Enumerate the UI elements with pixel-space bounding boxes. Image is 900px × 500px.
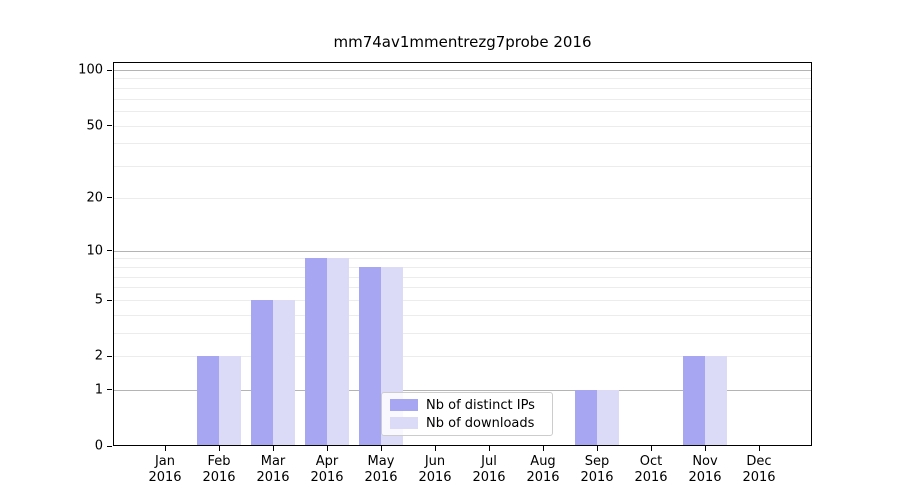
- bar-mar-downloads: [273, 300, 295, 445]
- legend: Nb of distinct IPs Nb of downloads: [381, 392, 553, 436]
- x-tick-may: [381, 446, 382, 451]
- x-tick-label-may: May 2016: [364, 454, 398, 485]
- bar-mar-distinct-ips: [251, 300, 273, 445]
- bar-nov-downloads: [705, 356, 727, 445]
- x-tick-label-sep: Sep 2016: [580, 454, 614, 485]
- x-tick-dec: [759, 446, 760, 451]
- legend-item-distinct-ips: Nb of distinct IPs: [390, 398, 544, 413]
- gridline-50: [114, 125, 811, 127]
- gridline-7: [114, 276, 811, 278]
- y-tick-0: [107, 445, 112, 447]
- x-tick-nov: [705, 446, 706, 451]
- bar-feb-downloads: [219, 356, 241, 445]
- x-tick-label-aug: Aug 2016: [526, 454, 560, 485]
- y-tick-label-5: 5: [94, 292, 103, 308]
- x-tick-label-jun: Jun 2016: [418, 454, 452, 485]
- x-tick-label-jan: Jan 2016: [148, 454, 182, 485]
- x-tick-label-nov: Nov 2016: [688, 454, 722, 485]
- x-tick-label-mar: Mar 2016: [256, 454, 290, 485]
- x-tick-label-jul: Jul 2016: [472, 454, 506, 485]
- gridline-20: [114, 197, 811, 199]
- bar-apr-distinct-ips: [305, 258, 327, 445]
- bar-may-distinct-ips: [359, 266, 381, 445]
- legend-item-downloads: Nb of downloads: [390, 416, 544, 431]
- x-tick-jul: [489, 446, 490, 451]
- gridline-100: [114, 70, 811, 71]
- x-tick-label-apr: Apr 2016: [310, 454, 344, 485]
- y-tick-5: [107, 299, 112, 301]
- bar-apr-downloads: [327, 258, 349, 445]
- x-tick-jan: [165, 446, 166, 451]
- y-tick-2: [107, 355, 112, 357]
- y-tick-label-1: 1: [94, 382, 103, 398]
- gridline-40: [114, 143, 811, 145]
- x-tick-label-oct: Oct 2016: [634, 454, 668, 485]
- gridline-3: [114, 333, 811, 335]
- gridline-1: [114, 389, 811, 391]
- bar-sep-downloads: [597, 389, 619, 445]
- chart-title: mm74av1mmentrezg7probe 2016: [333, 33, 592, 51]
- y-tick-20: [107, 197, 112, 199]
- y-tick-50: [107, 125, 112, 127]
- x-tick-label-dec: Dec 2016: [742, 454, 776, 485]
- legend-label-downloads: Nb of downloads: [426, 415, 535, 431]
- y-tick-1: [107, 389, 112, 391]
- plot-area: [113, 62, 812, 446]
- legend-label-distinct-ips: Nb of distinct IPs: [426, 397, 535, 413]
- x-tick-sep: [597, 446, 598, 451]
- y-tick-label-100: 100: [78, 62, 103, 78]
- x-tick-label-feb: Feb 2016: [202, 454, 236, 485]
- bar-feb-distinct-ips: [197, 356, 219, 445]
- y-tick-label-10: 10: [86, 243, 103, 259]
- x-tick-oct: [651, 446, 652, 451]
- gridline-5: [114, 300, 811, 302]
- gridline-8: [114, 266, 811, 268]
- x-tick-jun: [435, 446, 436, 451]
- downloads-swatch: [390, 417, 418, 429]
- gridline-4: [114, 314, 811, 316]
- y-tick-label-50: 50: [86, 118, 103, 134]
- bar-nov-distinct-ips: [683, 356, 705, 445]
- gridline-10: [114, 250, 811, 252]
- gridline-9: [114, 258, 811, 260]
- gridline-90: [114, 78, 811, 80]
- gridline-80: [114, 87, 811, 89]
- y-tick-label-2: 2: [94, 348, 103, 364]
- gridline-2: [114, 356, 811, 358]
- y-tick-label-0: 0: [94, 438, 103, 454]
- y-tick-label-20: 20: [86, 190, 103, 206]
- bar-sep-distinct-ips: [575, 389, 597, 445]
- gridline-30: [114, 166, 811, 168]
- gridline-70: [114, 98, 811, 100]
- x-tick-aug: [543, 446, 544, 451]
- x-tick-apr: [327, 446, 328, 451]
- y-tick-100: [107, 69, 112, 71]
- gridline-60: [114, 111, 811, 113]
- distinct-ips-swatch: [390, 399, 418, 411]
- x-tick-feb: [219, 446, 220, 451]
- x-tick-mar: [273, 446, 274, 451]
- gridline-6: [114, 287, 811, 289]
- y-tick-10: [107, 250, 112, 252]
